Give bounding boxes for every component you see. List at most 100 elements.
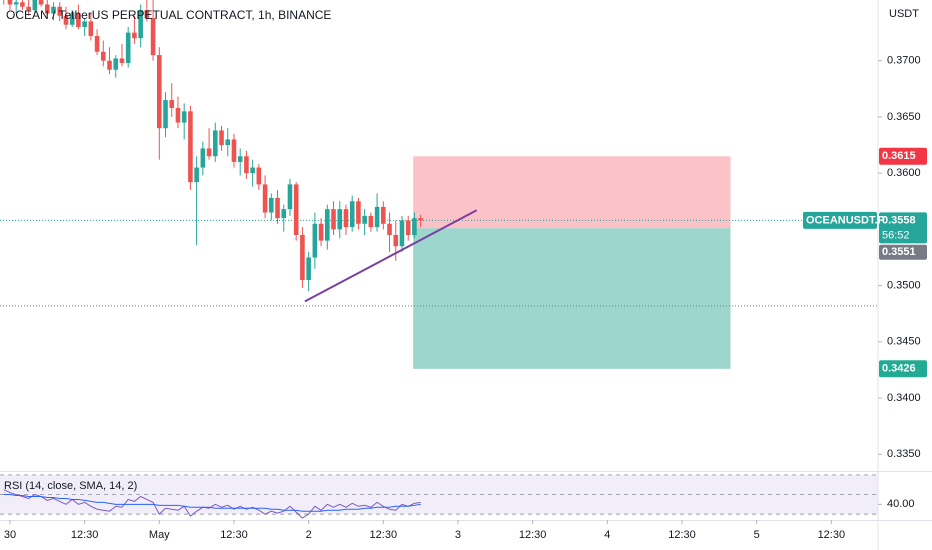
- x-tick-label: 12:30: [818, 529, 846, 541]
- candle-body: [312, 223, 318, 258]
- x-tick-label: 30: [4, 529, 16, 541]
- candle-body: [107, 60, 112, 70]
- x-tick-label: 12:30: [668, 529, 696, 541]
- candle-body: [82, 21, 87, 27]
- x-tick-label: 5: [754, 529, 760, 541]
- candle-body: [269, 197, 274, 213]
- candle-body: [132, 32, 137, 39]
- symbol-label-bg: [803, 211, 877, 229]
- candle-body: [119, 58, 125, 63]
- candle-body: [7, 0, 13, 5]
- candle-body: [44, 4, 50, 14]
- candle-body: [100, 51, 106, 61]
- stop-label: 0.3615: [882, 150, 916, 162]
- candle-body: [32, 0, 38, 11]
- candle-body: [381, 206, 386, 224]
- stop-label-bg: [879, 147, 927, 165]
- y-tick-label: 0.3350: [887, 448, 921, 460]
- candle-body: [418, 218, 423, 221]
- target-zone: [413, 228, 731, 369]
- candle-body: [306, 257, 311, 280]
- candle-body: [88, 21, 94, 36]
- candle-body: [293, 184, 299, 235]
- target-label-bg: [879, 360, 927, 378]
- stop-zone: [413, 156, 731, 229]
- candle-body: [250, 167, 255, 174]
- trendline: [304, 209, 478, 303]
- candle-body: [343, 209, 349, 228]
- countdown: 56:52: [882, 229, 910, 241]
- rsi-line: [3, 494, 421, 512]
- candle-body: [237, 156, 243, 162]
- candle-body: [225, 139, 231, 146]
- candle-body: [337, 209, 343, 230]
- overlay: 0.3615 0.3426 0.3551 0.3558 56:52 OCEANUSDT.P: [803, 147, 927, 378]
- candle-body: [287, 184, 293, 210]
- candle-body: [125, 32, 131, 63]
- candle-body: [57, 6, 63, 16]
- candle-body: [76, 13, 81, 27]
- candle-body: [405, 220, 411, 235]
- last-price-label: 0.3558: [882, 214, 916, 226]
- x-tick-label: 12:30: [71, 529, 99, 541]
- candle-body: [387, 223, 392, 235]
- x-tick-label: May: [149, 529, 170, 541]
- x-tick-label: 12:30: [519, 529, 547, 541]
- candle-body: [200, 148, 206, 168]
- candle-body: [175, 107, 181, 123]
- price-badge-bg: [879, 212, 927, 244]
- candle-body: [356, 201, 361, 224]
- candle-body: [399, 220, 405, 247]
- candle-body: [20, 2, 25, 7]
- x-tick-label: 2: [306, 529, 312, 541]
- x-tick-label: 3: [455, 529, 461, 541]
- candle-body: [150, 17, 156, 56]
- candle-body: [325, 209, 330, 241]
- candle-body: [194, 167, 199, 183]
- y-tick-label: 0.3500: [887, 280, 921, 292]
- candle-body: [13, 2, 19, 5]
- candle-body: [368, 215, 374, 228]
- candle-body: [300, 235, 305, 280]
- currency: USDT: [889, 8, 919, 20]
- candle-body: [262, 184, 268, 213]
- y-tick-label: 0.3400: [887, 392, 921, 404]
- candle-body: [181, 111, 187, 123]
- candle-body: [26, 6, 31, 11]
- x-tick-label: 4: [604, 529, 610, 541]
- candle-body: [275, 197, 280, 219]
- candle-body: [188, 111, 193, 183]
- rsi-tick-label: 40.00: [887, 498, 915, 510]
- y-tick-label: 0.3700: [887, 55, 921, 67]
- candle-body: [281, 209, 287, 219]
- y-tick-label: 0.3600: [887, 167, 921, 179]
- rsi-title: RSI (14, close, SMA, 14, 2): [4, 480, 137, 492]
- candle-body: [163, 100, 168, 129]
- candle-body: [63, 15, 69, 25]
- rsi-pane: [0, 474, 878, 519]
- candle-body: [244, 156, 249, 174]
- candle-body: [412, 218, 417, 235]
- candle-body: [349, 201, 355, 228]
- rsi-line: [3, 489, 421, 519]
- target-label: 0.3426: [882, 363, 916, 375]
- candle-body: [144, 10, 150, 18]
- candle-body: [156, 55, 162, 129]
- candle-body: [231, 139, 237, 162]
- y-tick-label: 0.3650: [887, 111, 921, 123]
- candle-body: [38, 0, 44, 5]
- candle-body: [94, 35, 100, 52]
- candle-body: [69, 13, 75, 25]
- y-tick-label: 0.3450: [887, 336, 921, 348]
- x-tick-label: 12:30: [370, 529, 398, 541]
- candle-body: [318, 223, 324, 241]
- candle-body: [206, 148, 212, 157]
- candle-body: [256, 167, 262, 185]
- candle-body: [212, 130, 218, 157]
- chart-title: OCEAN / TetherUS PERPETUAL CONTRACT, 1h,…: [6, 8, 331, 22]
- candle-body: [362, 215, 367, 224]
- x-tick-label: 12:30: [220, 529, 248, 541]
- candle-body: [51, 6, 56, 14]
